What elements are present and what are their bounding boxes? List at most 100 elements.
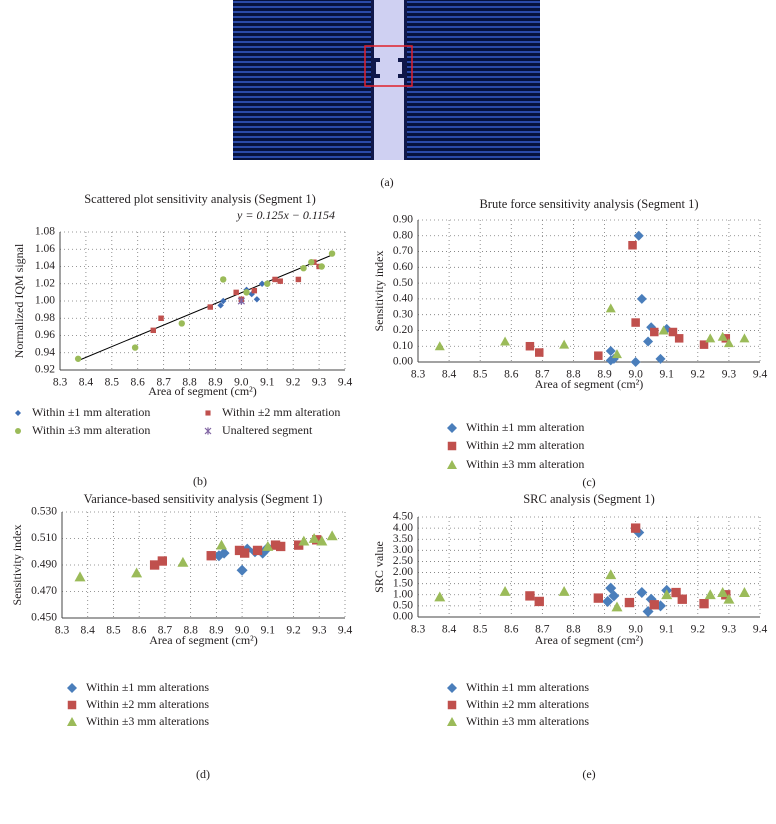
x-tick-label: 8.8: [183, 625, 198, 637]
legend-label: Within ±3 mm alteration: [32, 423, 150, 437]
y-tick-label: 0.20: [393, 324, 413, 336]
point: [326, 530, 338, 541]
x-tick-label: 9.3: [312, 625, 327, 637]
point: [253, 296, 261, 303]
point: [178, 320, 185, 327]
y-tick-label: 0.50: [393, 600, 413, 612]
trendline: [77, 254, 333, 362]
point: [177, 556, 189, 567]
point: [262, 540, 274, 551]
point: [277, 278, 283, 284]
x-tick-label: 8.9: [208, 377, 223, 389]
x-tick-label: 8.6: [504, 369, 519, 381]
x-axis-label: Area of segment (cm²): [148, 384, 257, 398]
point: [723, 338, 734, 348]
point: [131, 344, 139, 351]
x-tick-label: 8.9: [597, 624, 612, 636]
x-tick-label: 9.1: [660, 624, 675, 636]
y-tick-label: 0.00: [393, 611, 413, 623]
panel-label: (e): [582, 767, 595, 781]
x-tick-label: 9.1: [261, 625, 276, 637]
x-tick-label: 8.9: [597, 369, 612, 381]
x-tick-label: 8.3: [53, 377, 68, 389]
point: [611, 601, 623, 612]
x-tick-label: 8.6: [132, 625, 147, 637]
point: [699, 340, 709, 349]
point: [218, 547, 230, 559]
y-tick-label: 0.60: [393, 261, 413, 273]
point: [738, 587, 750, 597]
y-tick-label: 0.80: [393, 229, 413, 241]
y-tick-label: 0.40: [393, 293, 413, 305]
x-tick-label: 9.0: [628, 369, 643, 381]
legend-marker: [447, 460, 457, 469]
point: [300, 265, 307, 272]
point: [298, 535, 310, 546]
point: [717, 331, 728, 341]
x-axis-label: Area of segment (cm²): [535, 633, 644, 647]
x-tick-label: 9.4: [338, 377, 353, 389]
point: [499, 585, 511, 596]
point: [237, 297, 245, 305]
point: [661, 589, 673, 600]
x-tick-label: 9.2: [286, 377, 301, 389]
x-tick-label: 9.2: [286, 625, 301, 637]
point: [316, 535, 328, 546]
point: [636, 587, 648, 599]
legend-label: Within ±3 mm alteration: [466, 457, 584, 471]
point: [534, 596, 544, 607]
x-tick-label: 8.7: [535, 369, 550, 381]
image-panel: [233, 0, 540, 160]
point: [668, 327, 678, 337]
legend-label: Within ±1 mm alteration: [32, 405, 150, 419]
point: [270, 540, 281, 550]
x-tick-label: 8.8: [566, 369, 581, 381]
point: [318, 263, 325, 270]
point: [704, 589, 716, 600]
x-tick-label: 8.3: [411, 369, 426, 381]
point: [258, 280, 266, 287]
x-tick-label: 9.0: [628, 624, 643, 636]
point: [535, 348, 544, 357]
point: [150, 327, 156, 334]
y-tick-label: 0.96: [35, 329, 55, 341]
point: [295, 276, 302, 283]
point: [308, 533, 320, 543]
legend-marker: [67, 683, 77, 693]
y-axis-label: Normalized IQM signal: [12, 243, 26, 358]
x-tick-label: 9.2: [691, 369, 706, 381]
y-tick-label: 0.10: [393, 340, 413, 352]
y-tick-label: 0.94: [35, 346, 55, 358]
point: [559, 339, 570, 349]
point: [658, 325, 669, 335]
y-tick-label: 0.50: [393, 277, 413, 289]
legend-marker: [447, 717, 457, 726]
point: [157, 556, 168, 566]
point: [631, 318, 640, 327]
legend-marker: [67, 700, 77, 710]
legend-label: Within ±1 mm alteration: [466, 420, 584, 434]
point: [308, 258, 315, 266]
y-tick-label: 4.50: [393, 511, 413, 523]
x-axis-label: Area of segment (cm²): [535, 377, 644, 391]
y-tick-label: 1.50: [393, 577, 413, 589]
point: [149, 560, 160, 570]
point: [217, 302, 224, 309]
legend-label: Within ±2 mm alteration: [466, 438, 584, 452]
y-tick-label: 0.98: [35, 312, 55, 324]
legend-label: Within ±1 mm alterations: [86, 680, 209, 694]
y-axis-label: SRC value: [372, 541, 386, 593]
y-axis-label: Sensitivity index: [372, 251, 386, 332]
chart-title: Variance-based sensitivity analysis (Seg…: [84, 492, 323, 506]
point: [739, 333, 750, 343]
legend-label: Within ±2 mm alteration: [222, 405, 340, 419]
legend-label: Unaltered segment: [222, 423, 313, 437]
point: [674, 334, 684, 343]
x-tick-label: 8.8: [566, 624, 581, 636]
y-tick-label: 0.450: [31, 612, 57, 624]
x-tick-label: 8.3: [55, 625, 70, 637]
point: [251, 287, 258, 294]
point: [594, 351, 603, 360]
y-tick-label: 0.530: [31, 506, 57, 518]
x-tick-label: 8.7: [158, 625, 173, 637]
